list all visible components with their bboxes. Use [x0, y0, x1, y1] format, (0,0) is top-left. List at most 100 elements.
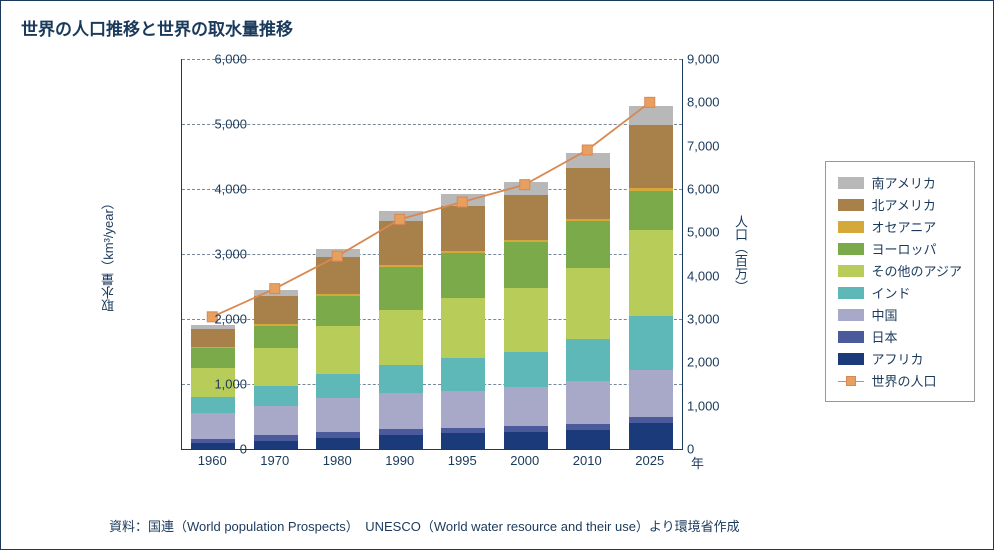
legend-label: 南アメリカ	[872, 173, 936, 192]
bar-seg-africa	[629, 423, 673, 449]
bar-seg-japan	[504, 426, 548, 432]
bar-seg-china	[629, 370, 673, 417]
bar-seg-s_america	[629, 106, 673, 124]
bar-seg-oceania	[379, 265, 423, 267]
bar-seg-n_america	[504, 195, 548, 241]
xtick: 2010	[573, 453, 602, 468]
bar-seg-other_asia	[254, 348, 298, 386]
bar-seg-europe	[254, 326, 298, 349]
legend-item-s_america: 南アメリカ	[838, 173, 962, 192]
legend-label: 北アメリカ	[872, 195, 936, 214]
bar-seg-africa	[504, 432, 548, 449]
legend-swatch	[838, 221, 864, 233]
legend-item-population: 世界の人口	[838, 371, 962, 390]
bar-seg-china	[254, 406, 298, 435]
xtick: 1990	[385, 453, 414, 468]
bar-seg-s_america	[316, 249, 360, 257]
bar-seg-oceania	[191, 347, 235, 348]
ytick-left: 3,000	[187, 247, 247, 262]
legend-swatch	[838, 177, 864, 189]
bar-seg-n_america	[316, 257, 360, 294]
bar-seg-n_america	[191, 329, 235, 347]
legend-line-swatch	[838, 375, 864, 387]
ytick-right: 9,000	[687, 52, 747, 67]
bar-seg-europe	[316, 296, 360, 327]
bar-seg-s_america	[504, 182, 548, 195]
bar-seg-oceania	[316, 294, 360, 295]
xtick: 2025	[635, 453, 664, 468]
y-axis-left-label: 取水量（km³/year）	[99, 196, 118, 312]
legend-swatch	[838, 265, 864, 277]
ytick-left: 6,000	[187, 52, 247, 67]
ytick-right: 7,000	[687, 138, 747, 153]
x-axis-unit: 年	[691, 453, 704, 472]
legend-label: インド	[872, 283, 911, 302]
bar-seg-oceania	[441, 251, 485, 253]
bar-seg-africa	[441, 433, 485, 449]
legend-item-india: インド	[838, 283, 962, 302]
ytick-right: 2,000	[687, 355, 747, 370]
bar-seg-n_america	[379, 221, 423, 265]
bar-seg-oceania	[504, 240, 548, 242]
legend-swatch	[838, 331, 864, 343]
ytick-right: 6,000	[687, 182, 747, 197]
xtick: 1995	[448, 453, 477, 468]
bar-seg-china	[566, 381, 610, 423]
bar-seg-japan	[379, 429, 423, 435]
legend: 南アメリカ北アメリカオセアニアヨーロッパその他のアジアインド中国日本アフリカ世界…	[825, 161, 975, 402]
bar-seg-india	[254, 386, 298, 406]
bar-seg-n_america	[566, 168, 610, 219]
bar-seg-china	[191, 413, 235, 438]
ytick-left: 1,000	[187, 377, 247, 392]
bar-seg-other_asia	[629, 230, 673, 316]
bar-seg-india	[441, 358, 485, 391]
legend-swatch	[838, 243, 864, 255]
bar-seg-india	[504, 352, 548, 387]
xtick: 1980	[323, 453, 352, 468]
bar-seg-europe	[566, 221, 610, 268]
bar-seg-europe	[441, 253, 485, 298]
bar-seg-s_america	[379, 211, 423, 221]
bar-seg-africa	[316, 438, 360, 449]
bar-seg-other_asia	[379, 310, 423, 365]
bar-seg-n_america	[254, 296, 298, 324]
ytick-right: 1,000	[687, 398, 747, 413]
legend-label: 世界の人口	[872, 371, 937, 390]
legend-label: アフリカ	[872, 349, 924, 368]
bar-seg-other_asia	[441, 298, 485, 358]
bar-seg-india	[566, 339, 610, 381]
bar-seg-oceania	[566, 219, 610, 221]
legend-item-europe: ヨーロッパ	[838, 239, 962, 258]
grid-line	[182, 59, 682, 60]
legend-label: 日本	[872, 327, 898, 346]
xtick: 1960	[198, 453, 227, 468]
chart-title: 世界の人口推移と世界の取水量推移	[21, 15, 293, 40]
xtick: 2000	[510, 453, 539, 468]
bar-seg-other_asia	[566, 268, 610, 340]
bar-seg-europe	[504, 242, 548, 288]
bar-seg-japan	[254, 435, 298, 440]
ytick-left: 4,000	[187, 182, 247, 197]
legend-item-japan: 日本	[838, 327, 962, 346]
bar-seg-japan	[316, 432, 360, 438]
bar-seg-china	[504, 387, 548, 426]
bar-seg-oceania	[254, 324, 298, 325]
legend-item-n_america: 北アメリカ	[838, 195, 962, 214]
legend-label: ヨーロッパ	[872, 239, 937, 258]
bar-seg-japan	[566, 424, 610, 430]
bar-seg-s_america	[566, 153, 610, 168]
bar-seg-europe	[379, 267, 423, 310]
bar-seg-africa	[566, 430, 610, 450]
chart-frame: 世界の人口推移と世界の取水量推移 取水量（km³/year） 人口（百万） 01…	[0, 0, 994, 550]
ytick-right: 5,000	[687, 225, 747, 240]
bar-seg-india	[191, 397, 235, 413]
bar-seg-n_america	[441, 206, 485, 251]
source-text: 資料：国連（World population Prospects） UNESCO…	[109, 516, 740, 535]
ytick-right: 8,000	[687, 95, 747, 110]
plot-region	[181, 59, 683, 450]
xtick: 1970	[260, 453, 289, 468]
bar-seg-china	[316, 398, 360, 432]
legend-label: その他のアジア	[872, 261, 962, 280]
legend-label: オセアニア	[872, 217, 937, 236]
bar-seg-s_america	[441, 194, 485, 206]
